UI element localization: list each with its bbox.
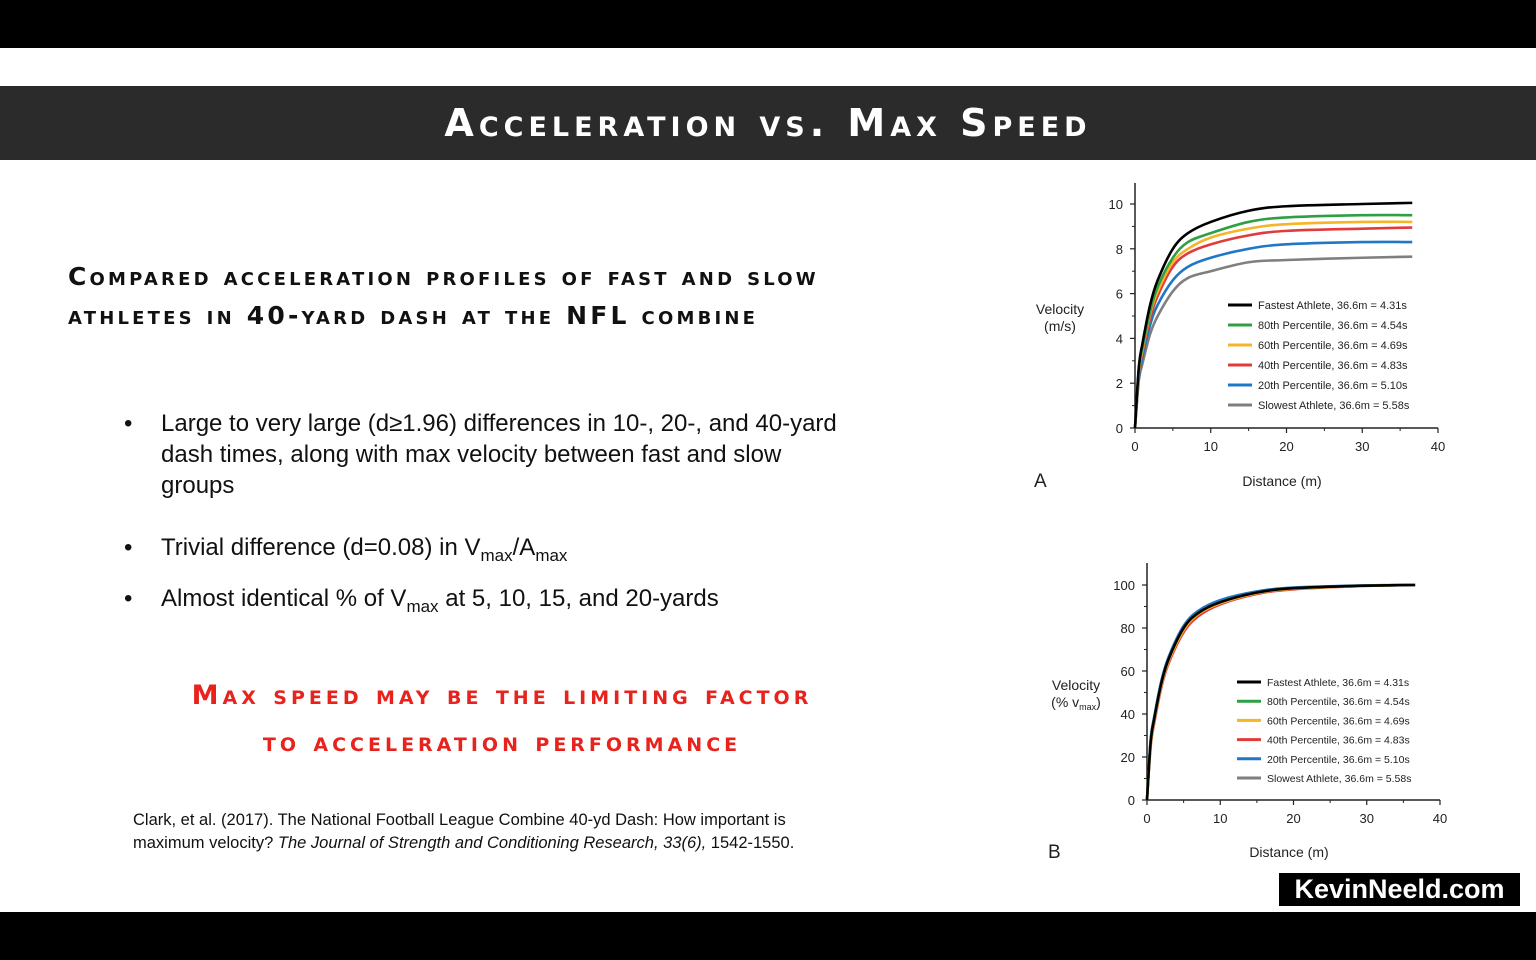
subscript: max — [480, 546, 513, 565]
citation: Clark, et al. (2017). The National Footb… — [133, 809, 853, 854]
legend-label: 60th Percentile, 36.6m = 4.69s — [1258, 340, 1408, 352]
y-axis-label: Velocity — [1052, 677, 1100, 693]
y-tick-label: 0 — [1116, 421, 1123, 436]
y-axis-label: (% vmax) — [1051, 694, 1101, 712]
callout-line: Max speed may be the limiting factor — [191, 680, 813, 711]
x-tick-label: 0 — [1143, 811, 1150, 826]
bullet-item: Almost identical % of Vmax at 5, 10, 15,… — [124, 583, 844, 616]
legend-label: 40th Percentile, 36.6m = 4.83s — [1267, 735, 1410, 747]
callout-line: to acceleration performance — [262, 727, 742, 758]
series-line — [1133, 201, 1413, 429]
x-tick-label: 10 — [1213, 811, 1227, 826]
panel-label: A — [1034, 471, 1047, 492]
y-tick-label: 80 — [1121, 621, 1135, 636]
y-tick-label: 60 — [1121, 664, 1135, 679]
bullet-text: at 5, 10, 15, and 20-yards — [438, 585, 719, 612]
series-line — [1145, 583, 1416, 801]
bullet-item: Large to very large (d≥1.96) differences… — [124, 408, 844, 501]
chart-b: Velocity (% vmax) Distance (m) B 0 20 40 60… — [1048, 563, 1447, 863]
callout: Max speed may be the limiting factor to … — [60, 672, 944, 766]
legend-label: 20th Percentile, 36.6m = 5.10s — [1258, 380, 1408, 392]
bullet-text: Large to very large (d≥1.96) differences… — [161, 410, 837, 499]
panel-label: B — [1048, 842, 1061, 863]
series-line — [1145, 583, 1416, 801]
x-tick-label: 20 — [1279, 439, 1293, 454]
legend-label: Slowest Athlete, 36.6m = 5.58s — [1258, 400, 1410, 412]
x-axis-label: Distance (m) — [1249, 844, 1328, 860]
x-tick-label: 30 — [1360, 811, 1374, 826]
y-tick-label: 8 — [1116, 242, 1123, 257]
x-tick-label: 10 — [1204, 439, 1218, 454]
y-tick-label: 10 — [1109, 197, 1123, 212]
y-axis-label: (m/s) — [1044, 318, 1076, 334]
series-line — [1145, 583, 1416, 801]
y-tick-label: 4 — [1116, 331, 1123, 346]
x-tick-label: 40 — [1433, 811, 1447, 826]
slide-heading: Compared acceleration profiles of fast a… — [68, 262, 819, 330]
y-axis-label: Velocity — [1036, 301, 1084, 317]
legend-label: 20th Percentile, 36.6m = 5.10s — [1267, 754, 1410, 766]
legend-label: 60th Percentile, 36.6m = 4.69s — [1267, 715, 1410, 727]
legend-label: 40th Percentile, 36.6m = 4.83s — [1258, 360, 1408, 372]
series-line — [1133, 255, 1413, 429]
top-letterbox — [0, 0, 1536, 48]
citation-journal: The Journal of Strength and Conditioning… — [277, 833, 707, 852]
subscript: max — [535, 546, 568, 565]
series-line — [1145, 583, 1416, 801]
citation-pages: 1542-1550. — [706, 833, 795, 852]
x-tick-label: 40 — [1431, 439, 1445, 454]
bottom-letterbox — [0, 912, 1536, 960]
bullet-text: Trivial difference (d=0.08) in V — [161, 534, 481, 561]
legend-label: Slowest Athlete, 36.6m = 5.58s — [1267, 773, 1411, 785]
y-tick-label: 0 — [1128, 793, 1135, 808]
legend-label: Fastest Athlete, 36.6m = 4.31s — [1258, 300, 1407, 312]
y-tick-label: 6 — [1116, 287, 1123, 302]
chart-a: Velocity (m/s) Distance (m) A 0 2 4 6 8 10 0 10… — [1034, 183, 1445, 492]
bullet-text: Almost identical % of V — [161, 585, 407, 612]
bullet-list: Large to very large (d≥1.96) differences… — [124, 408, 844, 616]
x-tick-label: 30 — [1355, 439, 1369, 454]
citation-text: Clark, et al. (2017). The National Footb… — [133, 811, 786, 852]
y-tick-label: 100 — [1113, 578, 1135, 593]
legend-label: 80th Percentile, 36.6m = 4.54s — [1267, 696, 1410, 708]
y-tick-label: 40 — [1121, 707, 1135, 722]
subscript: max — [406, 597, 439, 616]
series-line — [1145, 583, 1416, 801]
y-tick-label: 20 — [1121, 750, 1135, 765]
logo: KevinNeeld.com — [1279, 873, 1520, 906]
title-bar: Acceleration vs. Max Speed — [0, 86, 1536, 160]
slide-title: Acceleration vs. Max Speed — [444, 101, 1092, 145]
x-axis-label: Distance (m) — [1242, 473, 1321, 489]
bullet-item: Trivial difference (d=0.08) in Vmax/Amax — [124, 532, 844, 565]
x-tick-label: 20 — [1286, 811, 1300, 826]
legend-label: 80th Percentile, 36.6m = 4.54s — [1258, 320, 1408, 332]
legend-label: Fastest Athlete, 36.6m = 4.31s — [1267, 677, 1409, 689]
bullet-text: /A — [512, 534, 536, 561]
series-line — [1145, 583, 1416, 801]
x-tick-label: 0 — [1131, 439, 1138, 454]
y-tick-label: 2 — [1116, 376, 1123, 391]
